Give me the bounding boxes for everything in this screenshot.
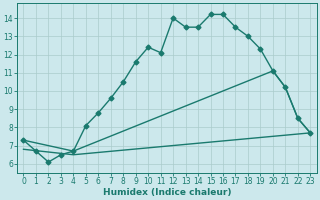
X-axis label: Humidex (Indice chaleur): Humidex (Indice chaleur): [103, 188, 231, 197]
